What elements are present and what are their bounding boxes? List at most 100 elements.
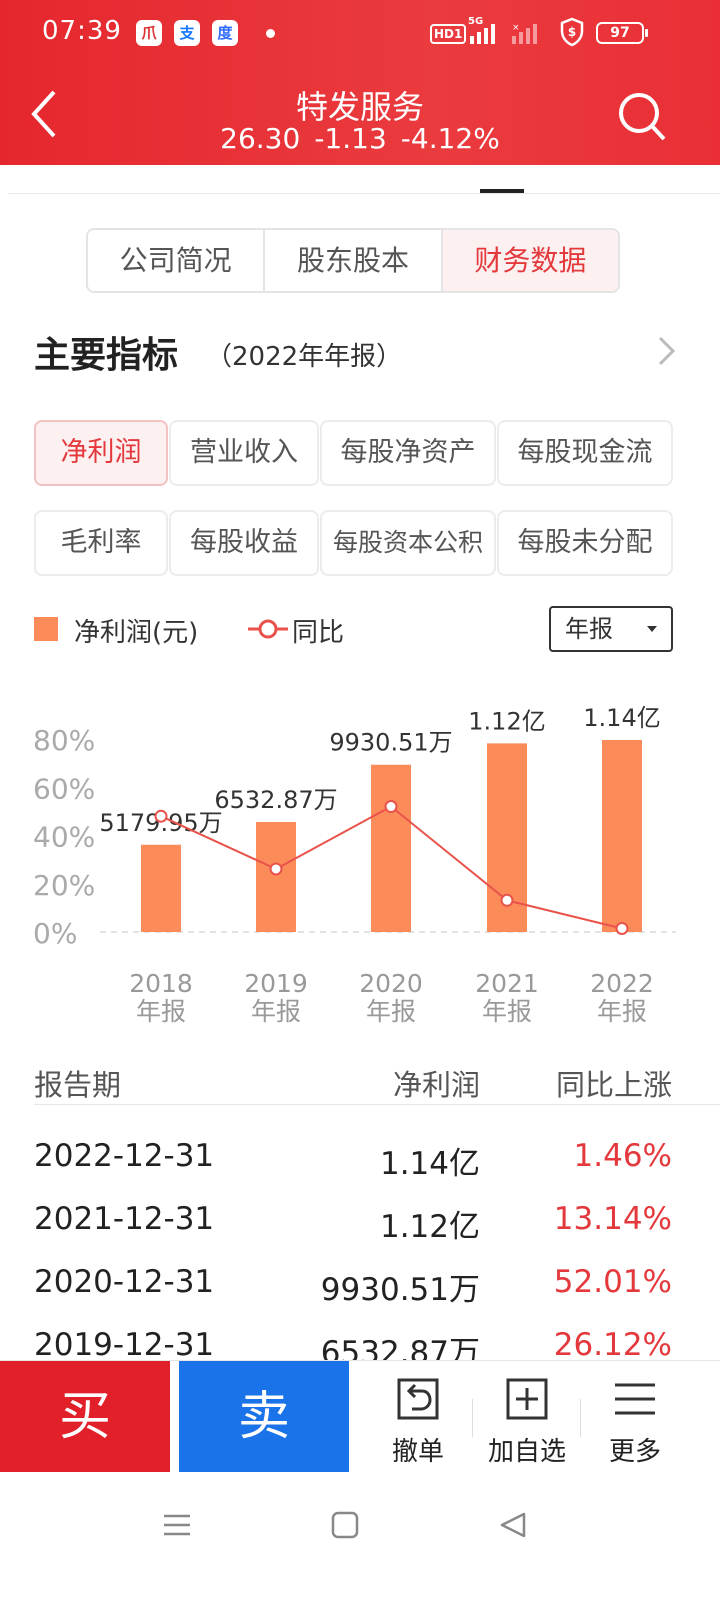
app-header: 07:39 爪 支 度 HD1 5G × $ 97 特发服务 26.30 -1.1… (0, 0, 720, 165)
add-watchlist-button[interactable]: 加自选 (477, 1361, 577, 1473)
more-label: 更多 (608, 1437, 661, 1467)
segmented-tabs: 公司简况 股东股本 财务数据 (86, 228, 620, 293)
x-tick-label: 年报 (136, 997, 186, 1026)
scroll-indicator (480, 189, 524, 193)
menu-icon (615, 1383, 655, 1415)
row-net-profit: 1.12亿 (379, 1209, 480, 1245)
x-tick-label: 年报 (482, 997, 532, 1026)
tab-shareholders[interactable]: 股东股本 (265, 230, 443, 291)
caret-down-icon (647, 626, 657, 632)
bar-data-label: 6532.87万 (214, 786, 337, 814)
stock-change-pct: -4.12% (400, 122, 500, 155)
stock-change: -1.13 (314, 122, 387, 155)
table-header-net-profit: 净利润 (392, 1068, 480, 1102)
yoy-point (500, 893, 514, 907)
trade-bar: 买 卖 撤单 加自选 更多 (0, 1360, 720, 1473)
yoy-point (269, 862, 283, 876)
notification-app-icon: 爪 (136, 20, 162, 46)
divider (472, 1399, 473, 1437)
metric-net-profit[interactable]: 净利润 (34, 420, 168, 486)
y-tick-label: 20% (33, 869, 95, 902)
svg-text:×: × (512, 23, 520, 33)
network-type-label: 5G (468, 16, 484, 27)
bar-data-label: 9930.51万 (329, 729, 452, 757)
chart-bar (141, 844, 181, 932)
metric-revenue[interactable]: 营业收入 (169, 420, 319, 486)
row-date: 2020-12-31 (34, 1264, 215, 1300)
y-tick-label: 60% (33, 772, 95, 805)
signal-icon (470, 24, 495, 44)
metric-bvps[interactable]: 每股净资产 (320, 420, 496, 486)
home-icon[interactable] (330, 1510, 360, 1540)
chart-bar (602, 740, 642, 932)
bar-data-label: 1.14亿 (583, 704, 660, 732)
table-row[interactable]: 2022-12-31 1.14亿 1.46% (0, 1138, 720, 1200)
row-net-profit: 1.14亿 (379, 1146, 480, 1182)
bar-data-label: 1.12亿 (468, 707, 545, 735)
metric-capital-reserve[interactable]: 每股资本公积 (320, 510, 496, 576)
notification-dot-icon (266, 29, 275, 38)
legend-line-swatch (248, 619, 288, 639)
metric-undistributed[interactable]: 每股未分配 (497, 510, 673, 576)
hd-icon: HD1 (430, 24, 467, 44)
y-tick-label: 0% (33, 917, 77, 950)
back-nav-icon[interactable] (498, 1510, 528, 1540)
cancel-order-label: 撤单 (391, 1437, 444, 1467)
svg-text:$: $ (568, 25, 576, 39)
divider (580, 1399, 581, 1437)
legend-line-label: 同比 (292, 618, 345, 648)
chevron-right-icon[interactable] (654, 334, 678, 368)
signal-2-icon: × (512, 23, 537, 44)
stock-name: 特发服务 (295, 88, 424, 126)
back-icon[interactable] (24, 86, 70, 142)
add-watchlist-icon (506, 1378, 548, 1420)
legend-bar-label: 净利润(元) (74, 618, 199, 648)
x-tick-label: 年报 (597, 997, 647, 1026)
x-tick-label: 年报 (366, 997, 416, 1026)
system-nav-bar (0, 1472, 720, 1600)
section-title: 主要指标 (34, 335, 179, 376)
period-dropdown-value: 年报 (565, 615, 613, 643)
metric-eps[interactable]: 每股收益 (169, 510, 319, 576)
table-row[interactable]: 2020-12-31 9930.51万 52.01% (0, 1264, 720, 1326)
x-tick-label: 2021 (475, 969, 539, 998)
status-bar: 07:39 爪 支 度 HD1 5G × $ 97 (0, 0, 720, 66)
battery-icon: 97 (596, 22, 648, 44)
tab-company-profile[interactable]: 公司简况 (88, 230, 266, 291)
buy-button[interactable]: 买 (0, 1361, 170, 1473)
section-subtitle: （2022年年报） (206, 342, 403, 372)
undo-icon (397, 1378, 439, 1420)
metric-cfps[interactable]: 每股现金流 (497, 420, 673, 486)
yoy-point (384, 800, 398, 814)
search-icon[interactable] (616, 90, 668, 144)
row-yoy: 1.46% (573, 1138, 672, 1174)
stock-price: 26.30 (220, 122, 301, 155)
yoy-point (615, 921, 629, 935)
recent-apps-icon[interactable] (162, 1510, 192, 1540)
table-divider (34, 1104, 720, 1105)
row-yoy: 26.12% (553, 1327, 672, 1363)
period-dropdown[interactable]: 年报 (549, 606, 673, 652)
y-tick-label: 40% (33, 821, 95, 854)
table-header-period: 报告期 (34, 1068, 122, 1102)
alipay-icon: 支 (174, 20, 200, 46)
chart-bar (371, 764, 411, 932)
divider (8, 193, 720, 194)
net-profit-chart: 80%60%40%20%0%5179.95万6532.87万9930.51万1.… (33, 704, 676, 1026)
table-row[interactable]: 2021-12-31 1.12亿 13.14% (0, 1201, 720, 1263)
x-tick-label: 2022 (590, 969, 654, 998)
cancel-order-button[interactable]: 撤单 (368, 1361, 468, 1473)
stock-quote: 26.30 -1.13 -4.12% (0, 122, 720, 155)
row-net-profit: 9930.51万 (320, 1272, 480, 1308)
x-tick-label: 2018 (129, 969, 193, 998)
y-tick-label: 80% (33, 724, 95, 757)
x-tick-label: 2019 (244, 969, 308, 998)
add-watchlist-label: 加自选 (487, 1437, 566, 1467)
metric-gross-margin[interactable]: 毛利率 (34, 510, 168, 576)
sell-button[interactable]: 卖 (179, 1361, 349, 1473)
tab-financial-data[interactable]: 财务数据 (442, 230, 618, 291)
more-button[interactable]: 更多 (585, 1361, 685, 1473)
x-tick-label: 年报 (251, 997, 301, 1026)
row-yoy: 52.01% (553, 1264, 672, 1300)
yoy-point (154, 809, 168, 823)
